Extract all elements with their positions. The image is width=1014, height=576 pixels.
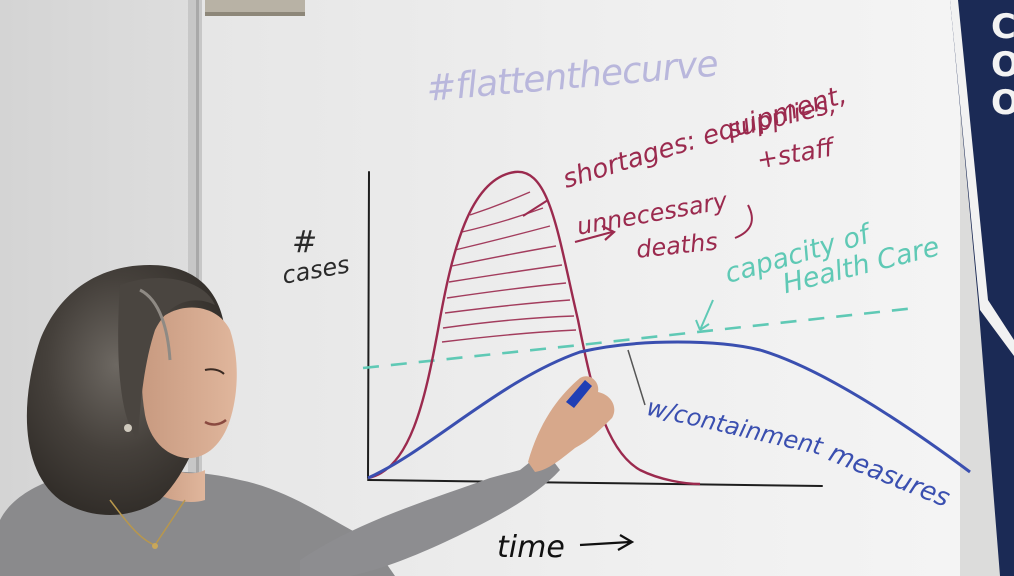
- x-axis-label: time: [497, 530, 565, 565]
- presenter-hand: [528, 376, 615, 472]
- presenter-face: [141, 307, 237, 459]
- marker: [566, 380, 592, 408]
- flattened-curve: [367, 340, 971, 480]
- presenter-arm: [300, 450, 560, 576]
- whiteboard-surface: [200, 0, 960, 576]
- presenter: [0, 265, 615, 576]
- graph-axes: [367, 171, 823, 487]
- y-axis-label-hash: #: [292, 225, 318, 260]
- peak-hatching: [441, 191, 577, 343]
- earring: [124, 424, 132, 432]
- school-banner: [950, 0, 1014, 576]
- unmitigated-curve: [367, 170, 701, 486]
